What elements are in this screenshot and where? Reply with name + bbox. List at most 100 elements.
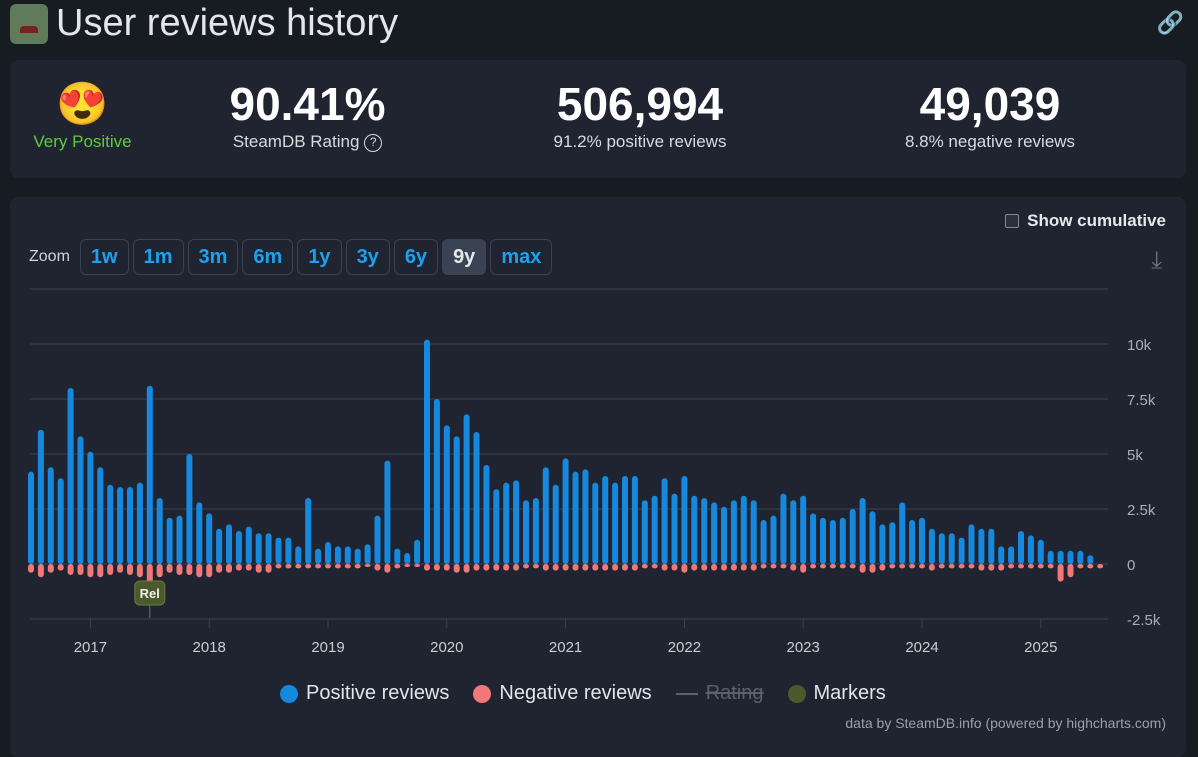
positive-bar <box>226 524 232 564</box>
negative-bar <box>97 564 104 578</box>
negative-bar <box>117 564 124 573</box>
negative-bar <box>909 564 916 569</box>
zoom-1y-button[interactable]: 1y <box>297 239 342 275</box>
positive-bar <box>889 522 896 564</box>
stats-panel: 😍 Very Positive 90.41% SteamDB Rating ? … <box>10 60 1186 178</box>
legend-positive[interactable]: Positive reviews <box>280 682 449 705</box>
negative-bar <box>1047 564 1054 569</box>
legend-negative-swatch <box>473 684 492 703</box>
zoom-6m-button[interactable]: 6m <box>242 239 294 275</box>
positive-bar <box>1018 531 1024 564</box>
negative-bar <box>978 564 985 571</box>
positive-bar <box>117 487 124 564</box>
positive-bar <box>899 502 906 564</box>
positive-bar <box>245 526 252 564</box>
x-tick-label: 2018 <box>193 639 226 656</box>
negative-bar <box>463 564 470 573</box>
zoom-3y-button[interactable]: 3y <box>345 239 390 275</box>
negative-bar <box>750 564 757 571</box>
positive-bar <box>523 500 529 564</box>
zoom-max-button[interactable]: max <box>490 239 553 275</box>
positive-bar <box>750 500 757 564</box>
zoom-6y-button[interactable]: 6y <box>393 239 439 275</box>
positive-bar <box>37 429 44 564</box>
negative-bar <box>1037 564 1044 569</box>
negative-bar <box>364 564 371 567</box>
positive-bar <box>919 517 925 564</box>
negative-bar <box>523 564 529 569</box>
positive-bar <box>651 495 658 564</box>
positive-stat: 506,994 91.2% positive reviews <box>535 78 745 152</box>
positive-bar <box>146 385 153 564</box>
legend-rating-label: Rating <box>705 682 764 704</box>
help-icon[interactable]: ? <box>364 133 383 152</box>
negative-bar <box>1097 564 1104 569</box>
positive-bar <box>493 489 500 564</box>
positive-bar <box>661 478 668 564</box>
x-tick-label: 2020 <box>430 639 463 656</box>
chart-credit[interactable]: data by SteamDB.info (powered by highcha… <box>845 715 1166 731</box>
legend-rating[interactable]: Rating <box>675 682 764 705</box>
negative-bar <box>572 564 579 571</box>
negative-bar <box>384 564 391 573</box>
positive-bar <box>67 388 74 564</box>
positive-bar <box>681 476 688 564</box>
positive-bar <box>622 476 628 564</box>
rating-label: Very Positive <box>33 132 132 151</box>
positive-bar <box>849 509 856 564</box>
negative-bar <box>562 564 569 571</box>
negative-bar <box>1067 564 1074 578</box>
negative-bar <box>127 564 133 575</box>
positive-bar <box>156 498 163 564</box>
positive-bar <box>671 493 678 564</box>
negative-bar <box>226 564 232 573</box>
download-icon[interactable]: ⤓ <box>1151 247 1162 274</box>
positive-bar <box>740 495 747 564</box>
negative-bar <box>414 564 421 567</box>
positive-bar <box>631 476 638 564</box>
zoom-3m-button[interactable]: 3m <box>187 239 239 275</box>
positive-bar <box>968 524 975 564</box>
positive-bar <box>127 487 133 564</box>
positive-bar <box>334 546 341 564</box>
positive-bar <box>542 467 549 564</box>
checkbox-icon[interactable] <box>1005 214 1020 228</box>
zoom-9y-button[interactable]: 9y <box>442 239 487 275</box>
positive-bar <box>315 548 322 564</box>
positive-bar <box>572 471 579 564</box>
y-tick-label: 0 <box>1127 557 1135 574</box>
legend-negative[interactable]: Negative reviews <box>473 682 652 705</box>
negative-bar <box>701 564 708 571</box>
negative-bar <box>1057 564 1064 582</box>
negative-bar <box>433 564 440 571</box>
legend-markers[interactable]: Markers <box>787 682 886 705</box>
positive-bar <box>473 432 480 564</box>
negative-bar <box>958 564 965 569</box>
negative-bar <box>988 564 995 571</box>
negative-stat: 49,039 8.8% negative reviews <box>885 78 1095 152</box>
positive-bar <box>820 517 826 564</box>
negative-bar <box>285 564 292 569</box>
positive-bar <box>503 482 510 564</box>
negative-bar <box>334 564 341 569</box>
negative-bar <box>948 564 955 569</box>
link-icon[interactable]: 🔗 <box>1156 10 1184 35</box>
chart-legend: Positive reviews Negative reviews Rating… <box>280 682 886 705</box>
zoom-1w-button[interactable]: 1w <box>79 239 129 275</box>
zoom-1m-button[interactable]: 1m <box>132 239 184 275</box>
negative-bar <box>780 564 787 569</box>
show-cumulative-checkbox[interactable]: Show cumulative <box>1005 211 1166 231</box>
negative-bar <box>552 564 559 571</box>
negative-bar <box>196 564 203 578</box>
negative-bar <box>582 564 589 571</box>
negative-bar <box>859 564 866 573</box>
negative-bar <box>107 564 114 575</box>
negative-bar <box>176 564 183 575</box>
positive-bar <box>354 548 361 564</box>
positive-bar <box>97 467 104 564</box>
negative-bar <box>424 564 430 571</box>
positive-bar <box>47 467 54 564</box>
negative-bar <box>938 564 945 569</box>
negative-bar <box>829 564 836 569</box>
positive-bar <box>295 546 302 564</box>
